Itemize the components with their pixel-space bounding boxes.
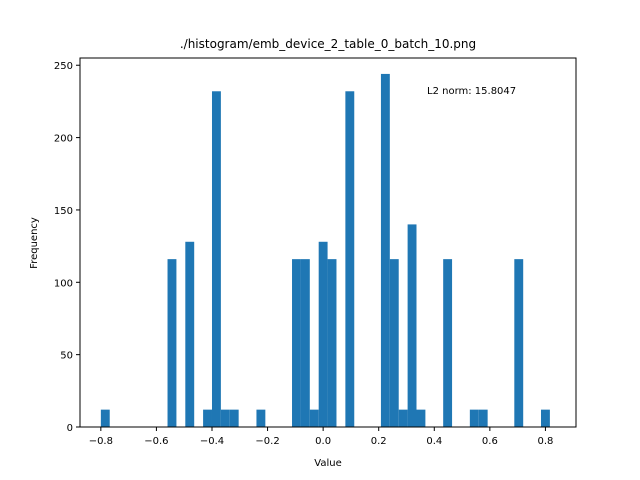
l2-norm-annotation: L2 norm: 15.8047 [427,86,516,97]
y-tick-label: 50 [60,351,73,362]
y-tick-label: 0 [67,423,73,434]
y-tick-label: 150 [54,206,73,217]
histogram-bar [256,409,266,427]
histogram-bar [203,409,212,427]
histogram-bar [292,259,301,427]
histogram-bar [443,259,453,427]
plot-frame [79,57,577,428]
histogram-bar [389,259,399,427]
histogram-bar [100,409,110,427]
histogram-bar [380,73,390,428]
y-tick-label: 100 [54,278,73,289]
y-tick-label: 250 [54,61,73,72]
histogram-bar [345,91,355,427]
y-axis-ticks: 0 50 100 150 200 250 [54,61,80,434]
histogram-bar [478,409,488,427]
x-tick-label: 0.6 [482,436,498,447]
histogram-bar [416,409,426,427]
histogram-bar [167,259,177,427]
histogram-bars [100,73,550,428]
y-axis-title: Frequency [29,217,40,269]
histogram-bar [309,409,319,427]
chart-title: ./histogram/emb_device_2_table_0_batch_1… [180,37,476,51]
x-tick-label: −0.2 [255,436,279,447]
x-axis-ticks: −0.8 −0.6 −0.4 −0.2 0.0 0.2 0.4 0.6 0.8 [89,427,553,447]
histogram-bar [185,241,195,427]
histogram-bar [211,91,221,427]
histogram-bar [229,409,239,427]
x-tick-label: 0.2 [371,436,387,447]
histogram-bar [540,409,550,427]
x-tick-label: 0.8 [537,436,553,447]
x-tick-label: 0.4 [426,436,442,447]
histogram-bar [469,409,479,427]
x-tick-label: −0.8 [89,436,113,447]
histogram-bar [407,224,417,427]
histogram-bar [220,409,230,427]
histogram-bar [398,409,408,427]
histogram-bar [327,259,337,427]
histogram-bar [514,259,524,427]
x-tick-label: −0.4 [200,436,224,447]
y-tick-label: 200 [54,134,73,145]
histogram-bar [300,259,310,427]
x-tick-label: 0.0 [315,436,331,447]
x-tick-label: −0.6 [144,436,168,447]
x-axis-title: Value [314,458,341,469]
histogram-bar [318,241,328,427]
